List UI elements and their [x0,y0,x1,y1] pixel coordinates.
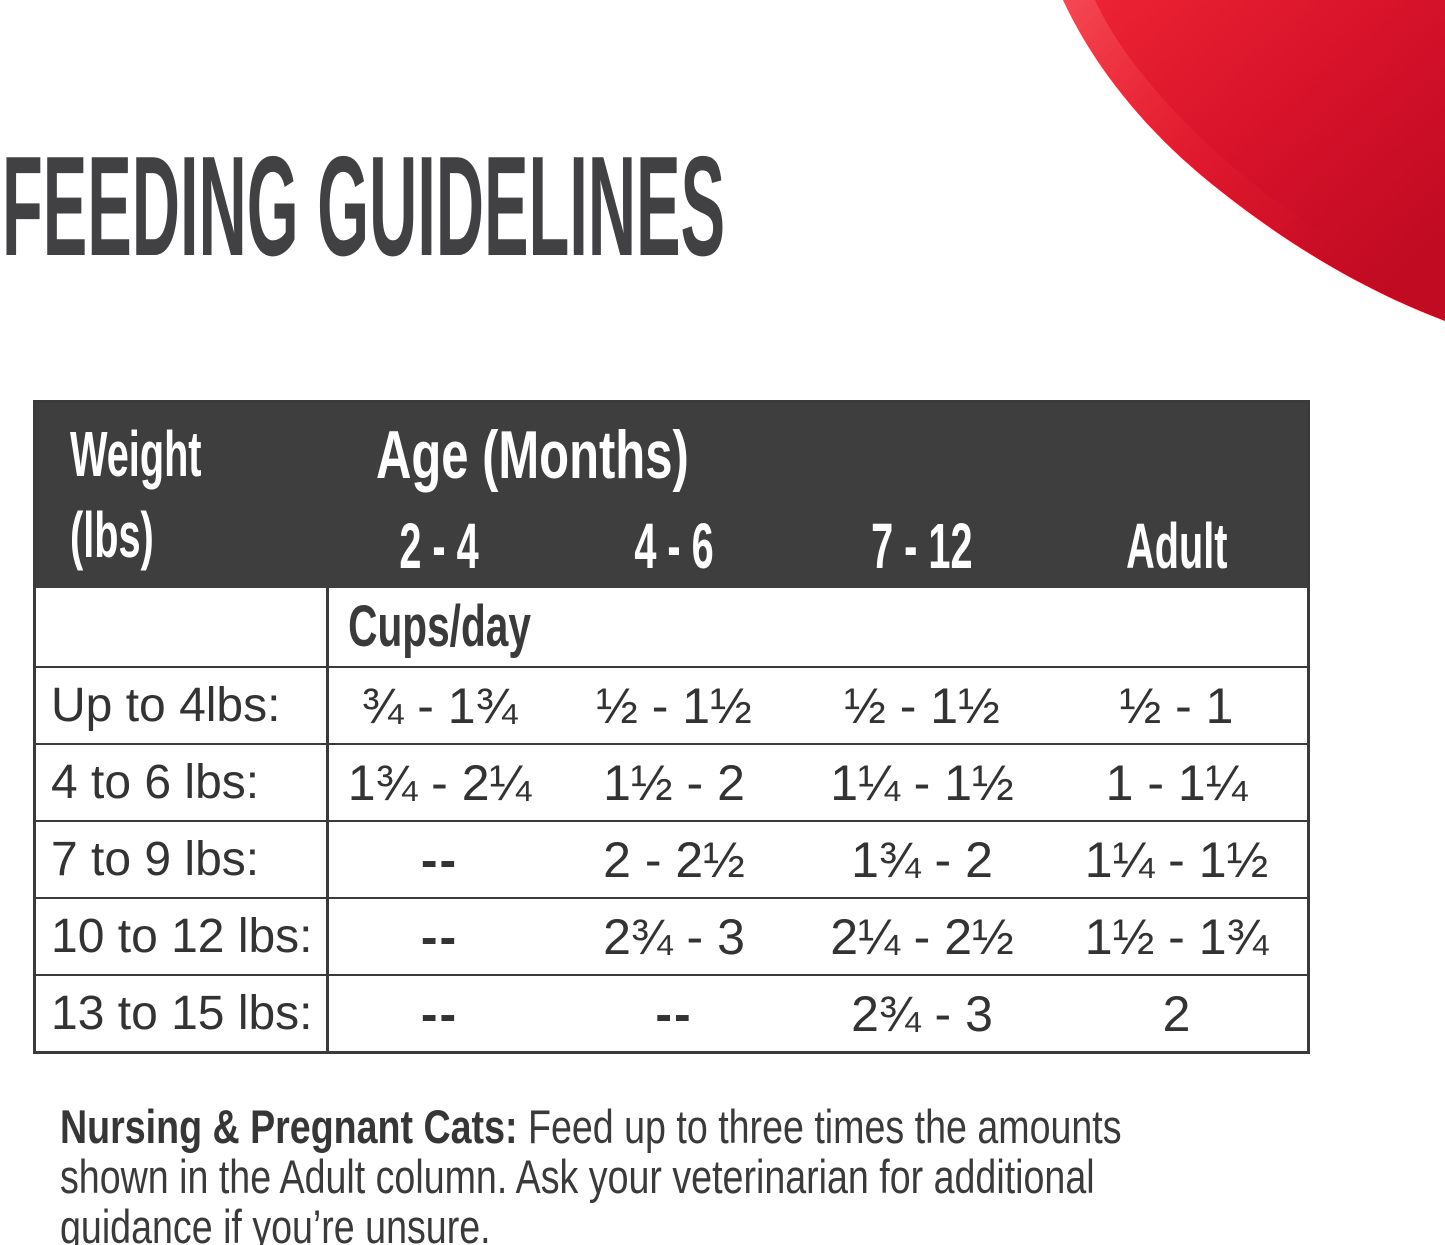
units-row-weight-cell [36,588,329,666]
value-cell: -- [420,908,459,965]
value-cell: 2¼ - 2½ [830,908,1014,965]
table-row: 7 to 9 lbs: -- 2 - 2½ 1¾ - 2 1¼ - 1½ [36,820,1307,897]
age-col-7-12: 7 - 12 [871,510,973,582]
value-cell: -- [655,985,693,1042]
weight-label: 10 to 12 lbs: [36,899,329,974]
value-cell: 1½ - 1¾ [1084,908,1269,965]
value-cell: 1¼ - 1½ [1084,831,1269,888]
value-cell: ½ - 1 [1119,677,1234,734]
value-cell: ¾ - 1¾ [361,677,518,734]
table-header: Weight (lbs) Age (Months) 2 - 4 4 - 6 7 … [36,403,1307,588]
nursing-note-line1: Feed up to three times the amounts [517,1100,1122,1153]
table-row: Up to 4lbs: ¾ - 1¾ ½ - 1½ ½ - 1½ ½ - 1 [36,666,1307,743]
value-cell: 1½ - 2 [603,754,745,811]
page-title-text: FEEDING GUIDELINES [2,127,726,286]
nursing-note-line3: guidance if you’re unsure. [60,1200,491,1245]
units-empty-cell [550,588,798,666]
units-label: Cups/day [348,594,531,659]
value-cell: -- [420,985,459,1042]
units-empty-cell [798,588,1046,666]
value-cell: 1 - 1¼ [1105,754,1248,811]
nursing-note-lead: Nursing & Pregnant Cats: [60,1100,518,1153]
units-empty-cell [1046,588,1307,666]
nursing-note-text: Nursing & Pregnant Cats: Feed up to thre… [60,1102,1122,1245]
table-row: 10 to 12 lbs: -- 2¾ - 3 2¼ - 2½ 1½ - 1¾ [36,897,1307,974]
value-cell: ½ - 1½ [844,677,1000,734]
value-cell: 1¼ - 1½ [830,754,1014,811]
value-cell: 2¾ - 3 [851,985,993,1042]
nursing-note-line2: shown in the Adult column. Ask your vete… [60,1150,1095,1203]
weight-label: Up to 4lbs: [36,668,329,743]
value-cell: ½ - 1½ [596,677,752,734]
table-row: 4 to 6 lbs: 1¾ - 2¼ 1½ - 2 1¼ - 1½ 1 - 1… [36,743,1307,820]
weight-header-line2: (lbs) [70,499,154,571]
age-col-2-4: 2 - 4 [399,510,480,582]
weight-label: 7 to 9 lbs: [36,822,329,897]
feeding-table: Weight (lbs) Age (Months) 2 - 4 4 - 6 7 … [33,400,1310,1054]
units-label-cell: Cups/day [329,588,550,666]
value-cell: 1¾ - 2 [851,831,993,888]
age-header-cell: Age (Months) 2 - 4 4 - 6 7 - 12 Adult [329,403,1307,588]
units-row: Cups/day [36,588,1307,666]
value-cell: 2 - 2½ [603,831,745,888]
age-column-headers: 2 - 4 4 - 6 7 - 12 Adult [329,514,1307,578]
weight-label: 13 to 15 lbs: [36,976,329,1051]
nursing-note: Nursing & Pregnant Cats: Feed up to thre… [60,1102,1387,1245]
age-col-adult: Adult [1125,510,1228,582]
page-title: FEEDING GUIDELINES [2,136,1445,278]
age-col-4-6: 4 - 6 [634,510,714,582]
age-header-label: Age (Months) [376,417,689,493]
value-cell: -- [420,831,459,888]
weight-header-cell: Weight (lbs) [36,403,329,588]
red-swoosh-graphic [1063,0,1445,321]
weight-label: 4 to 6 lbs: [36,745,329,820]
value-cell: 2 [1162,985,1191,1042]
value-cell: 1¾ - 2¼ [347,754,532,811]
value-cell: 2¾ - 3 [603,908,745,965]
table-row: 13 to 15 lbs: -- -- 2¾ - 3 2 [36,974,1307,1051]
weight-header-line1: Weight [70,418,202,490]
